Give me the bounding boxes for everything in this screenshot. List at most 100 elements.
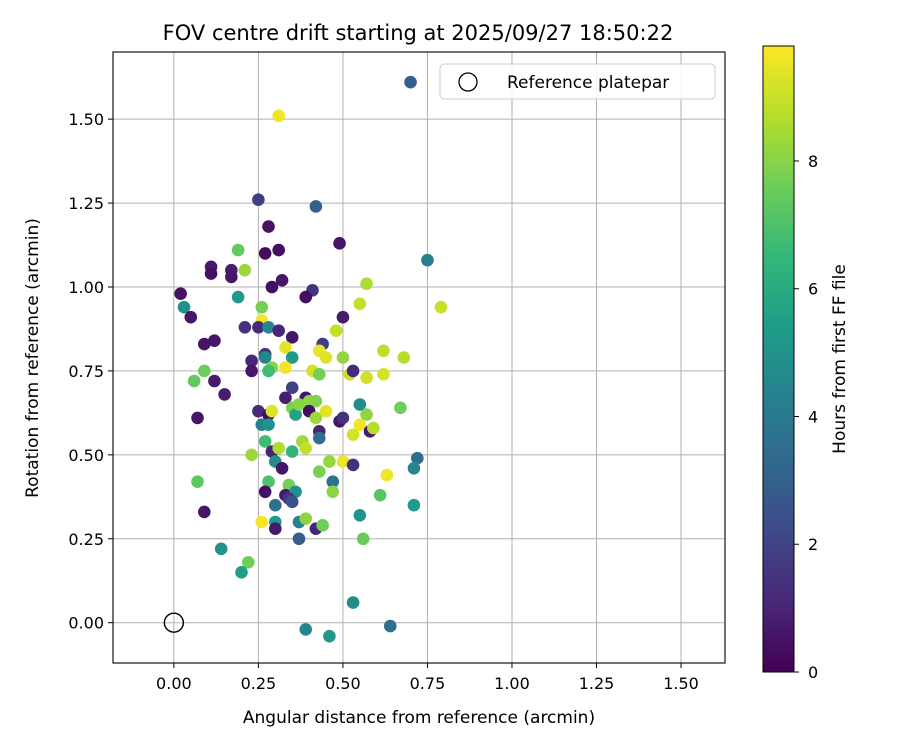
data-point	[434, 300, 448, 314]
y-tick-label: 1.50	[68, 110, 104, 129]
data-point	[262, 418, 275, 431]
y-axis-ticks: 0.00 0.25 0.50 0.75 1.00 1.25 1.50	[68, 110, 113, 633]
legend: Reference platepar	[439, 63, 716, 100]
data-point	[336, 411, 350, 425]
data-point	[411, 451, 424, 465]
data-point	[204, 267, 218, 280]
data-point	[285, 445, 299, 458]
y-axis-label: Rotation from reference (arcmin)	[23, 218, 43, 498]
data-point	[353, 508, 367, 522]
data-point	[262, 364, 275, 378]
data-point	[265, 404, 279, 418]
data-point	[353, 398, 367, 411]
data-points	[174, 75, 448, 643]
data-point	[268, 498, 282, 512]
data-point	[279, 341, 292, 354]
data-point	[319, 351, 333, 364]
data-point	[326, 475, 340, 489]
data-point	[225, 270, 238, 284]
x-tick-label: 1.25	[579, 674, 615, 693]
legend-reference-marker-icon	[458, 72, 478, 92]
data-point	[255, 515, 269, 529]
data-point	[252, 193, 265, 207]
data-point	[336, 351, 350, 364]
data-point	[312, 465, 326, 478]
data-point	[299, 290, 313, 304]
data-point	[174, 287, 187, 301]
data-point	[252, 320, 265, 334]
data-point	[231, 243, 245, 257]
data-point	[208, 334, 221, 348]
data-point	[272, 441, 285, 455]
data-point	[421, 253, 434, 267]
data-point	[272, 109, 285, 123]
data-point	[309, 411, 323, 425]
colorbar-tick-label: 8	[808, 152, 818, 171]
data-point	[323, 455, 336, 468]
x-tick-label: 0.25	[241, 674, 277, 693]
data-point	[380, 468, 394, 482]
y-tick-label: 1.25	[68, 194, 104, 213]
data-point	[346, 428, 360, 442]
data-point	[299, 441, 313, 455]
data-point	[238, 263, 252, 277]
data-point	[268, 522, 282, 536]
data-point	[353, 418, 367, 431]
colorbar-ticks: 0 2 4 6 8	[794, 152, 818, 682]
data-point	[356, 532, 370, 546]
legend-box	[439, 63, 716, 100]
data-point	[353, 297, 367, 311]
x-tick-label: 0.75	[410, 674, 446, 693]
data-point	[262, 220, 275, 233]
data-point	[272, 324, 285, 337]
data-point	[275, 273, 289, 287]
x-axis-label: Angular distance from reference (arcmin)	[243, 708, 595, 728]
y-tick-label: 0.25	[68, 530, 104, 549]
y-tick-label: 1.00	[68, 278, 104, 297]
data-point	[309, 200, 323, 213]
data-point	[285, 351, 299, 364]
data-point	[255, 300, 269, 314]
data-point	[377, 367, 390, 381]
data-point	[333, 237, 346, 250]
data-point	[377, 344, 390, 358]
data-point	[245, 364, 258, 378]
data-point	[346, 364, 360, 378]
data-point	[316, 519, 329, 532]
data-point	[407, 461, 421, 475]
legend-label: Reference platepar	[507, 73, 669, 93]
plot-frame	[112, 51, 726, 664]
data-point	[329, 324, 343, 337]
data-point	[245, 448, 258, 462]
data-point	[208, 374, 221, 388]
data-point	[285, 331, 299, 344]
colorbar-tick-label: 4	[808, 407, 818, 426]
data-point	[258, 485, 272, 499]
data-point	[299, 623, 313, 636]
reference-platepar-marker	[163, 612, 185, 633]
colorbar-tick-label: 6	[808, 280, 818, 299]
colorbar-tick-label: 0	[808, 663, 818, 682]
chart-title: FOV centre drift starting at 2025/09/27 …	[163, 21, 674, 45]
data-point	[373, 488, 387, 502]
data-point	[299, 512, 313, 525]
data-point	[262, 320, 275, 334]
data-point	[289, 408, 302, 421]
data-point	[309, 394, 323, 408]
data-point	[184, 310, 198, 324]
data-point	[265, 280, 279, 294]
data-point	[367, 421, 380, 435]
data-point	[214, 542, 228, 556]
x-axis-ticks: 0.00 0.25 0.50 0.75 1.00 1.25 1.50	[156, 663, 699, 693]
data-point	[326, 485, 340, 499]
data-point	[238, 320, 252, 334]
data-point	[383, 619, 397, 633]
data-point	[241, 555, 255, 569]
data-point	[346, 458, 360, 472]
data-point	[292, 532, 306, 546]
data-point	[218, 388, 231, 401]
x-tick-label: 1.50	[663, 674, 699, 693]
colorbar	[763, 46, 794, 672]
